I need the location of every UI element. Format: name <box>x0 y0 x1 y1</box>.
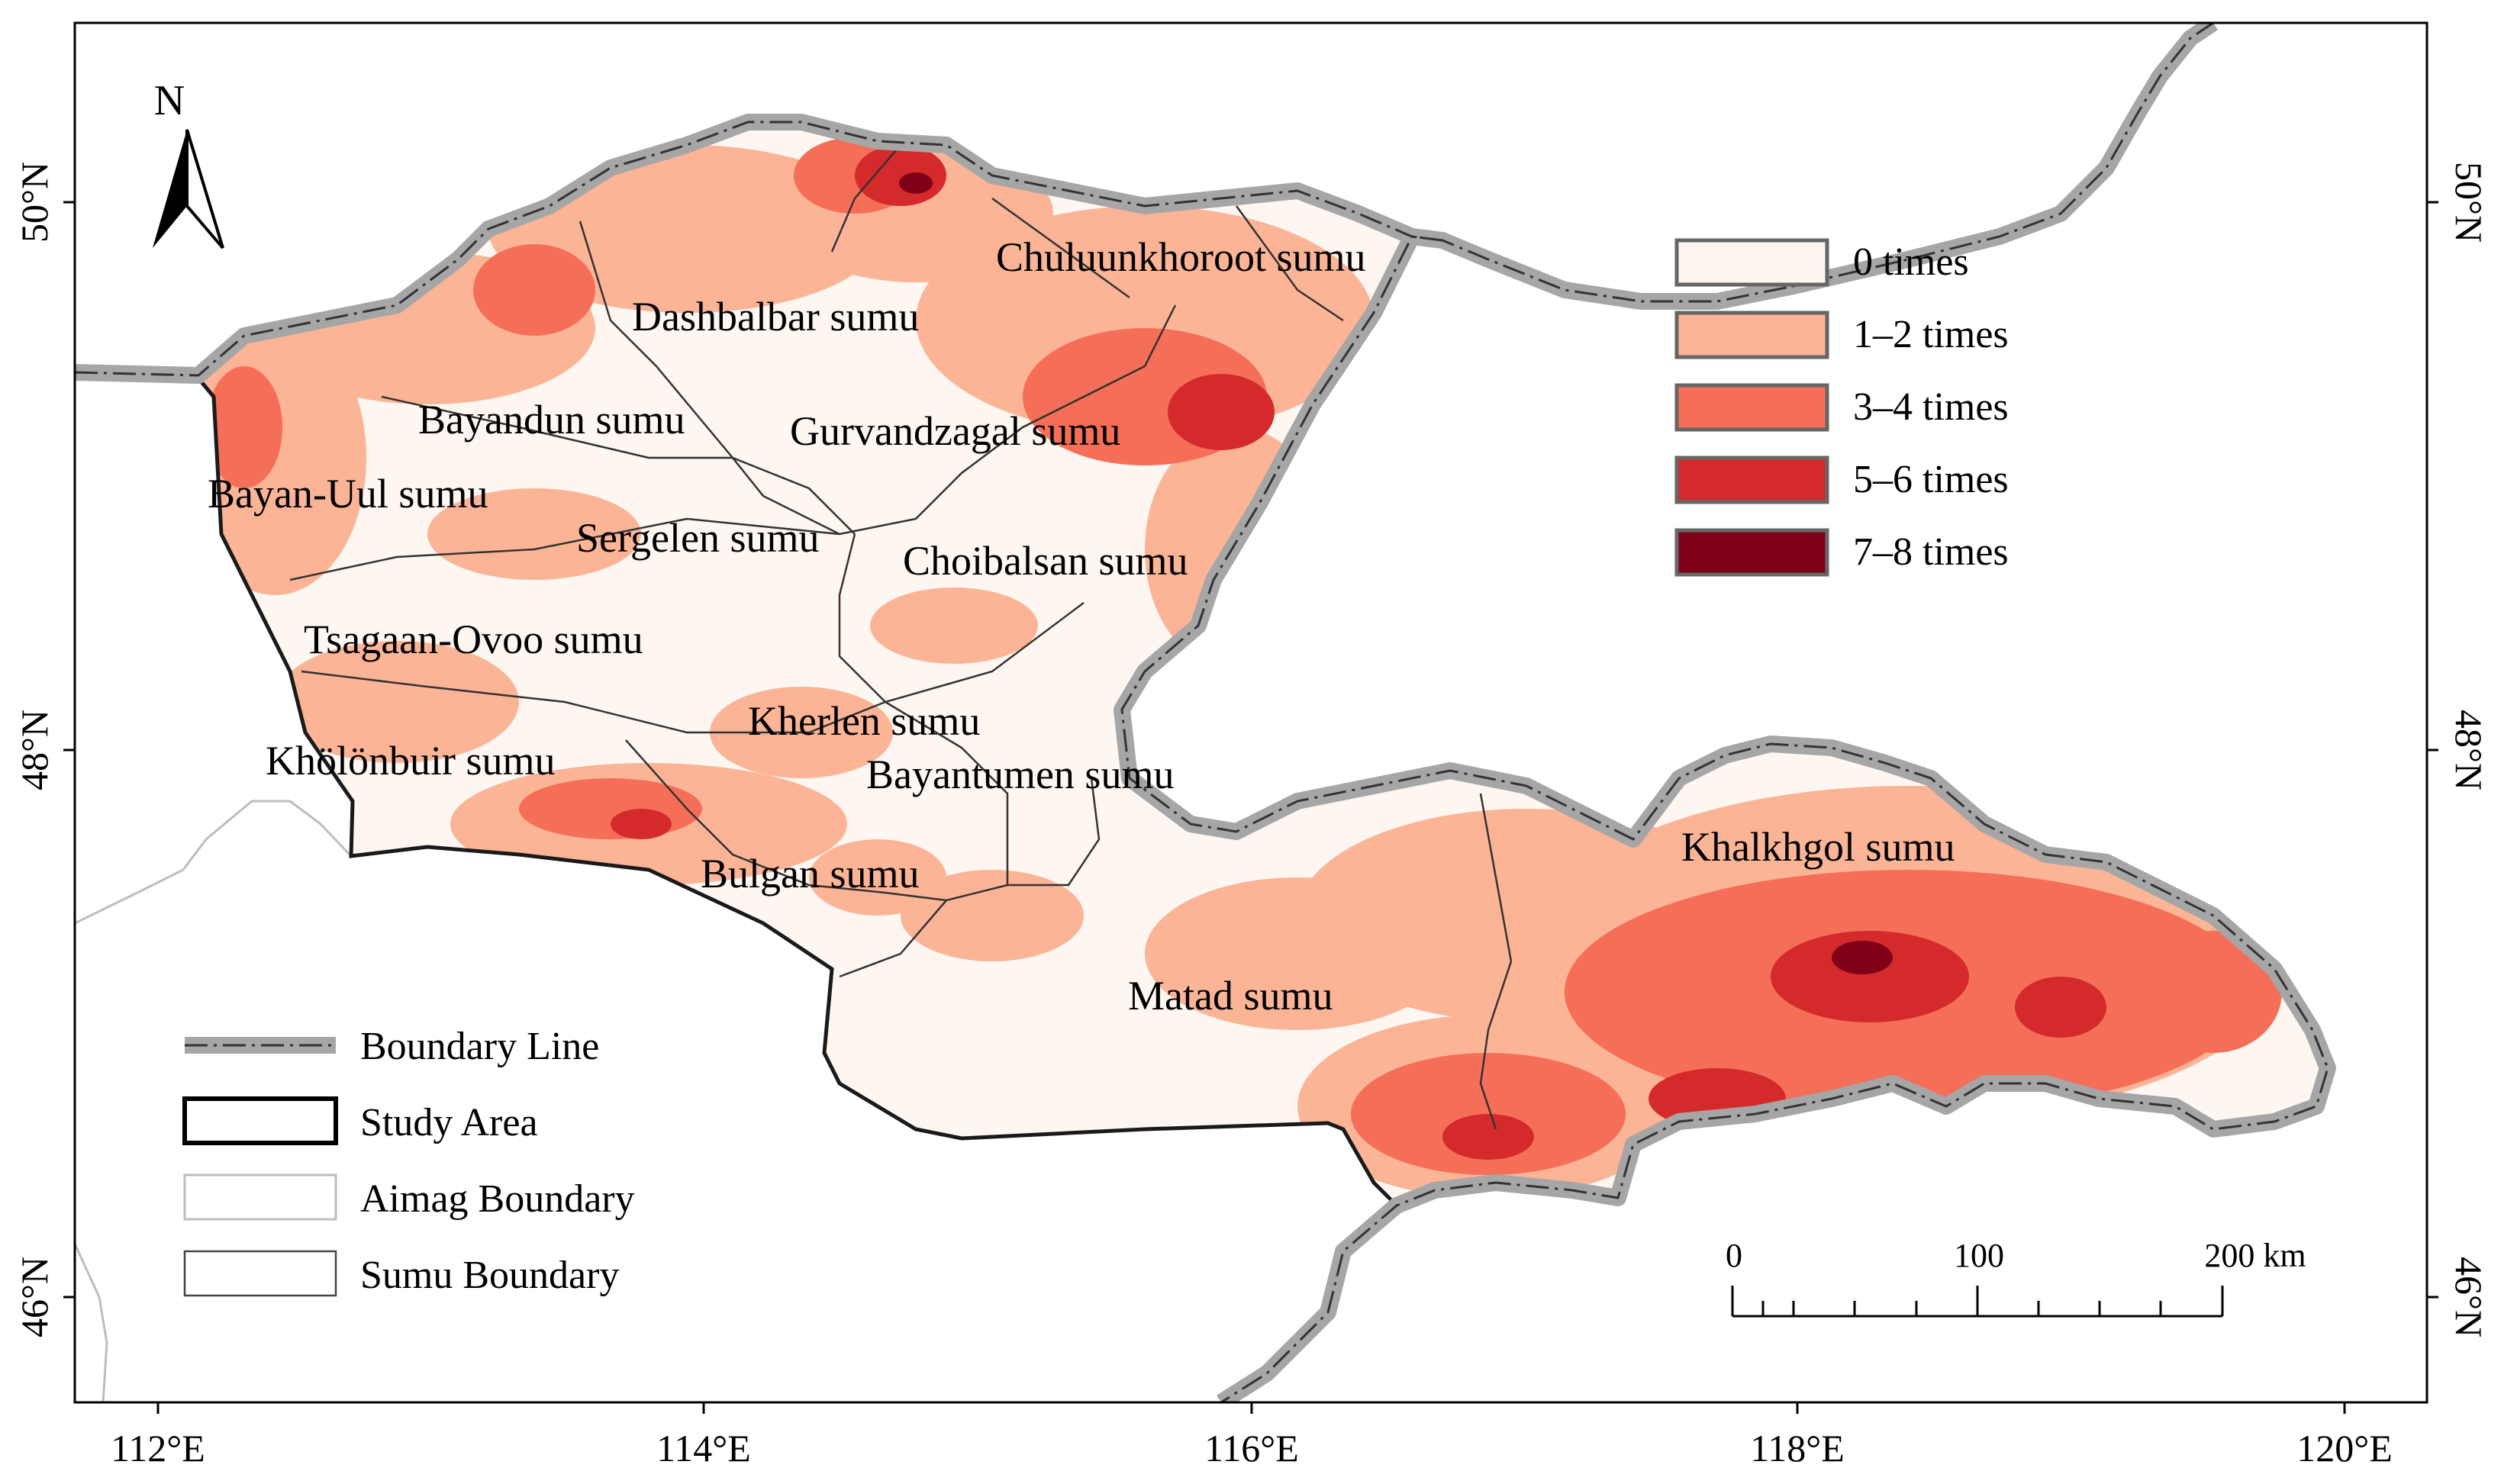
y-tick-label: 46°N <box>13 1257 56 1338</box>
sumu-label: Matad sumu <box>1128 973 1333 1019</box>
frequency-raster <box>195 137 2290 1198</box>
x-tick-label: 114°E <box>656 1427 751 1470</box>
sumu-label: Dashbalbar sumu <box>632 294 919 340</box>
legend-label: Boundary Line <box>360 1025 599 1068</box>
north-label: N <box>154 77 185 124</box>
sumu-label: Bulgan sumu <box>701 851 920 897</box>
scale-bar: 0 100 200 km <box>1726 1237 2306 1318</box>
study-area-icon <box>182 1096 338 1145</box>
x-tick-label: 112°E <box>111 1427 205 1470</box>
sumu-label: Khalkhgol sumu <box>1681 824 1955 870</box>
aimag-boundary-icon <box>183 1173 337 1221</box>
legend-swatch <box>1674 311 1829 359</box>
x-tick-label: 120°E <box>2296 1427 2393 1470</box>
frequency-legend: 0 times 1–2 times 3–4 times 5–6 times 7–… <box>1674 238 2009 577</box>
legend-swatch <box>1674 383 1829 432</box>
sumu-boundaries <box>289 144 1513 1130</box>
sumu-label: Bayan-Uul sumu <box>208 471 488 517</box>
legend-label: 7–8 times <box>1853 530 2009 574</box>
legend-swatch <box>1674 528 1829 577</box>
legend-swatch <box>1674 238 1829 287</box>
legend-label: 3–4 times <box>1853 385 2009 429</box>
map-area: Chuluunkhoroot sumu Dashbalbar sumu Baya… <box>75 23 2427 1402</box>
legend-label: Aimag Boundary <box>360 1177 635 1221</box>
legend-label: Sumu Boundary <box>360 1254 619 1297</box>
scale-label: 100 <box>1954 1237 2004 1274</box>
x-tick-labels: 112°E 114°E 116°E 118°E 120°E <box>111 1427 2393 1470</box>
sumu-label: Choibalsan sumu <box>903 538 1188 584</box>
x-tick-label: 118°E <box>1750 1427 1845 1470</box>
y-tick-labels-left: 50°N 48°N 46°N <box>13 162 56 1338</box>
north-arrow: N <box>153 77 224 249</box>
sumu-label: Tsagaan-Ovoo sumu <box>304 616 643 662</box>
north-arrow-icon <box>153 130 187 248</box>
sumu-label: Bayandun sumu <box>418 397 685 443</box>
aimag-boundary <box>75 800 353 925</box>
y-tick-labels-right: 50°N 48°N 46°N <box>2448 162 2490 1338</box>
y-tick-label: 50°N <box>2448 162 2490 243</box>
y-tick-label: 48°N <box>2448 710 2490 790</box>
y-tick-label: 48°N <box>13 710 56 790</box>
legend-label: 0 times <box>1853 240 1969 284</box>
legend-label: 5–6 times <box>1853 458 2009 501</box>
sumu-label: Gurvandzagal sumu <box>790 408 1120 454</box>
scale-label: 200 km <box>2204 1237 2306 1274</box>
sumu-label: Chuluunkhoroot sumu <box>996 234 1366 280</box>
y-tick-label: 50°N <box>13 162 56 243</box>
legend-label: 1–2 times <box>1853 313 2009 356</box>
y-tick-label: 46°N <box>2448 1257 2490 1338</box>
x-tick-marks <box>63 201 2438 1414</box>
sumu-boundary-icon <box>183 1250 337 1297</box>
sumu-label: Khölönbuir sumu <box>266 738 556 784</box>
line-legend: Boundary Line Study Area Aimag Boundary … <box>182 1025 635 1297</box>
legend-label: Study Area <box>360 1101 538 1144</box>
x-tick-label: 116°E <box>1204 1427 1299 1470</box>
sumu-label: Bayantumen sumu <box>866 752 1174 797</box>
aimag-boundary <box>75 1243 108 1402</box>
sumu-label: Sergelen sumu <box>576 515 819 561</box>
legend-swatch <box>1674 456 1829 504</box>
north-arrow-icon <box>185 129 224 249</box>
sumu-labels: Chuluunkhoroot sumu Dashbalbar sumu Baya… <box>208 234 1955 1019</box>
scale-label: 0 <box>1726 1237 1742 1274</box>
sumu-label: Kherlen sumu <box>748 698 980 744</box>
